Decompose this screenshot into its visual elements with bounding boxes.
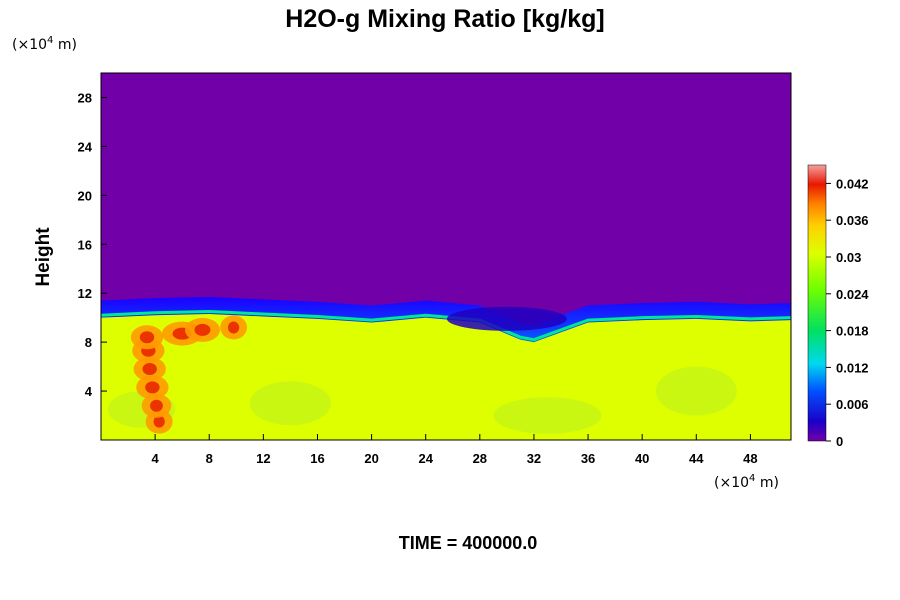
y-tick-label: 28 xyxy=(78,90,92,105)
x-tick-label: 20 xyxy=(364,451,378,466)
x-tick-label: 16 xyxy=(310,451,324,466)
plot-area xyxy=(101,73,791,440)
colorbar-tick-label: 0.012 xyxy=(836,360,869,375)
plume-core xyxy=(142,363,157,376)
y-axis-unit-label: (×104 m) xyxy=(12,35,77,53)
y-tick-label: 20 xyxy=(78,188,92,203)
colorbar-tick-label: 0.006 xyxy=(836,397,869,412)
colorbar-tick-label: 0.024 xyxy=(836,287,869,302)
moist-patch xyxy=(493,397,602,434)
y-axis-title: Height xyxy=(33,227,54,287)
colorbar-tick-label: 0.042 xyxy=(836,176,869,191)
x-tick-label: 4 xyxy=(152,451,160,466)
plume-core xyxy=(194,323,211,336)
plot-frame xyxy=(100,72,792,441)
chart-title: H2O-g Mixing Ratio [kg/kg] xyxy=(285,5,604,33)
colorbar-tick-label: 0.03 xyxy=(836,250,861,265)
plume-core xyxy=(150,399,163,412)
moist-patch xyxy=(655,366,737,416)
x-tick-label: 40 xyxy=(635,451,649,466)
x-tick-label: 32 xyxy=(527,451,541,466)
y-tick-label: 24 xyxy=(78,139,93,154)
plume-core xyxy=(153,415,165,428)
y-tick-label: 8 xyxy=(85,335,92,350)
colorbar-tick-label: 0.036 xyxy=(836,213,869,228)
x-tick-label: 36 xyxy=(581,451,595,466)
y-tick-label: 4 xyxy=(85,384,93,399)
dry-pocket xyxy=(446,306,567,331)
y-tick-label: 16 xyxy=(78,237,92,252)
x-axis-ticks: 4 8 12 16 20 24 28 32 36 40 44 48 xyxy=(152,434,758,466)
x-tick-label: 28 xyxy=(473,451,487,466)
colorbar-tick-label: 0 xyxy=(836,434,843,449)
time-label: TIME = 400000.0 xyxy=(399,533,538,553)
colorbar-tick-label: 0.018 xyxy=(836,324,869,339)
x-tick-label: 8 xyxy=(206,451,213,466)
x-tick-label: 44 xyxy=(689,451,704,466)
plume-core xyxy=(145,381,160,394)
moist-patch xyxy=(249,381,331,426)
x-tick-label: 48 xyxy=(743,451,757,466)
y-axis-ticks: 4 8 12 16 20 24 28 xyxy=(78,90,107,399)
colorbar-ticks: 0 0.006 0.012 0.018 0.024 0.03 0.036 0.042 xyxy=(826,176,869,449)
x-tick-label: 12 xyxy=(256,451,270,466)
plume-core xyxy=(139,331,155,344)
x-tick-label: 24 xyxy=(418,451,433,466)
y-tick-label: 12 xyxy=(78,286,92,301)
x-axis-unit-label: (×104 m) xyxy=(714,473,779,491)
plume-core xyxy=(227,321,240,334)
colorbar xyxy=(807,164,827,442)
